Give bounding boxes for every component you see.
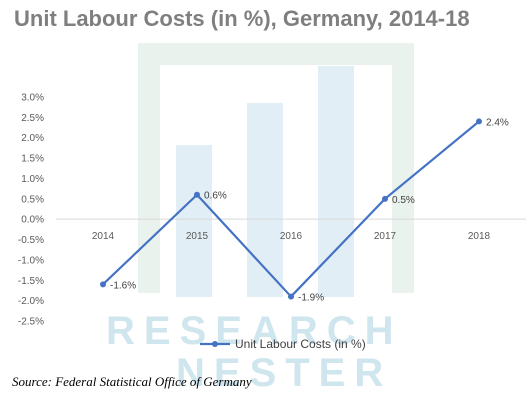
y-tick-label: 3.0% <box>21 93 44 104</box>
watermark-bar-3 <box>318 66 354 297</box>
watermark-frame-right <box>392 43 414 293</box>
y-tick-label: -0.5% <box>18 235 44 246</box>
data-label: 0.5% <box>392 195 415 206</box>
source-note: Source: Federal Statistical Office of Ge… <box>12 374 252 389</box>
y-tick-label: 1.5% <box>21 154 44 165</box>
data-label: -1.9% <box>298 293 324 304</box>
watermark-frame-left <box>138 43 160 293</box>
data-point <box>194 191 200 198</box>
data-label: -1.6% <box>110 280 136 291</box>
legend: Unit Labour Costs (in %) <box>200 337 366 351</box>
y-tick-label: 0.5% <box>21 194 44 205</box>
data-point <box>476 118 482 125</box>
legend-label: Unit Labour Costs (in %) <box>235 337 366 351</box>
y-axis: 3.0% 2.5% 2.0% 1.5% 1.0% 0.5% 0.0% -0.5% -1.0% -1… <box>18 93 44 328</box>
y-tick-label: -2.5% <box>18 317 44 328</box>
legend-marker <box>212 341 218 347</box>
x-tick-label: 2017 <box>374 231 397 242</box>
y-tick-label: -2.0% <box>18 296 44 307</box>
y-tick-label: -1.0% <box>18 255 44 266</box>
watermark-bar-2 <box>247 103 283 297</box>
x-tick-label: 2014 <box>92 231 115 242</box>
series-group: -1.6% 0.6% -1.9% 0.5% 2.4% <box>100 117 509 304</box>
chart-title: Unit Labour Costs (in %), Germany, 2014-… <box>14 6 470 31</box>
watermark-frame-top <box>138 43 414 65</box>
y-tick-label: -1.5% <box>18 276 44 287</box>
x-tick-label: 2018 <box>468 231 491 242</box>
data-point <box>100 281 106 288</box>
data-point <box>288 293 294 300</box>
y-tick-label: 2.0% <box>21 133 44 144</box>
watermark-bar-1 <box>176 145 212 297</box>
x-tick-label: 2015 <box>186 231 209 242</box>
y-tick-label: 2.5% <box>21 113 44 124</box>
data-label: 0.6% <box>204 191 227 202</box>
data-point <box>382 195 388 202</box>
y-tick-label: 0.0% <box>21 215 44 226</box>
data-label: 2.4% <box>486 117 509 128</box>
x-axis: 2014 2015 2016 2017 2018 <box>92 231 491 242</box>
x-tick-label: 2016 <box>280 231 303 242</box>
watermark-line-1: RESEARCH <box>106 309 402 353</box>
watermark: RESEARCH NESTER <box>106 43 414 395</box>
y-tick-label: 1.0% <box>21 174 44 185</box>
watermark-line-2: NESTER <box>176 351 392 395</box>
